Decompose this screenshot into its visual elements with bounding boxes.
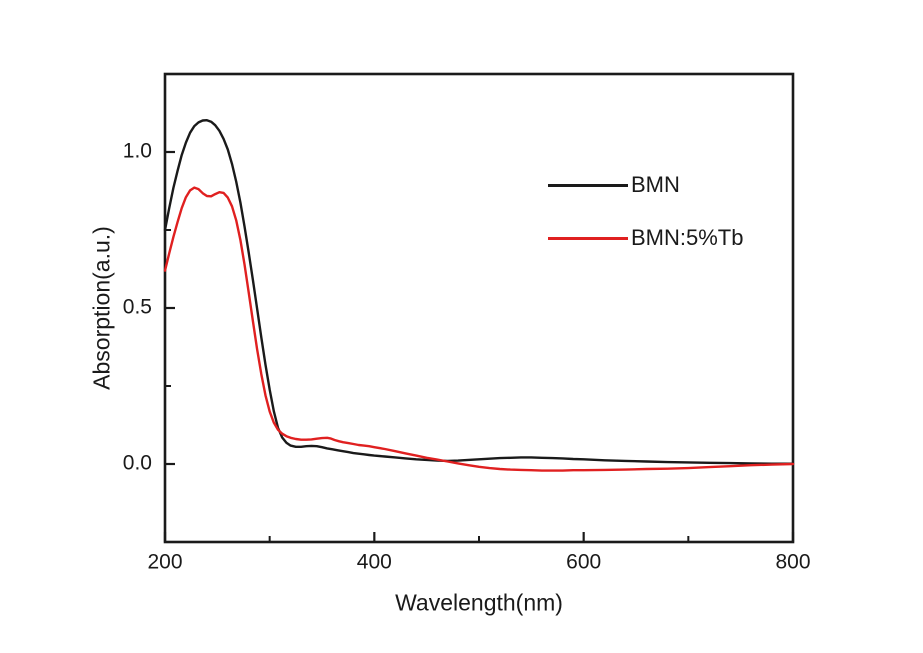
legend: BMN BMN:5%Tb bbox=[548, 170, 743, 253]
y-tick-label: 0.0 bbox=[123, 452, 152, 475]
y-tick-label: 0.5 bbox=[123, 296, 152, 319]
plot-frame bbox=[163, 72, 795, 544]
x-tick-label: 800 bbox=[775, 551, 810, 574]
x-tick-label: 200 bbox=[147, 551, 182, 574]
legend-item-bmn-5tb: BMN:5%Tb bbox=[548, 223, 743, 253]
x-tick-label: 600 bbox=[566, 551, 601, 574]
series-bmn-5-tb-line bbox=[163, 186, 795, 472]
legend-item-bmn: BMN bbox=[548, 170, 743, 200]
legend-line-swatch-bmn bbox=[548, 183, 628, 187]
x-tick-label: 400 bbox=[357, 551, 392, 574]
legend-line-swatch-bmn-5tb bbox=[548, 236, 628, 240]
y-axis-title: Absorption(a.u.) bbox=[88, 226, 115, 390]
y-tick-label: 1.0 bbox=[123, 140, 152, 163]
legend-label-bmn-5tb: BMN:5%Tb bbox=[631, 225, 744, 250]
x-axis-title: Wavelength(nm) bbox=[395, 589, 563, 616]
series-bmn-line bbox=[163, 118, 795, 465]
legend-label-bmn: BMN bbox=[631, 172, 680, 197]
